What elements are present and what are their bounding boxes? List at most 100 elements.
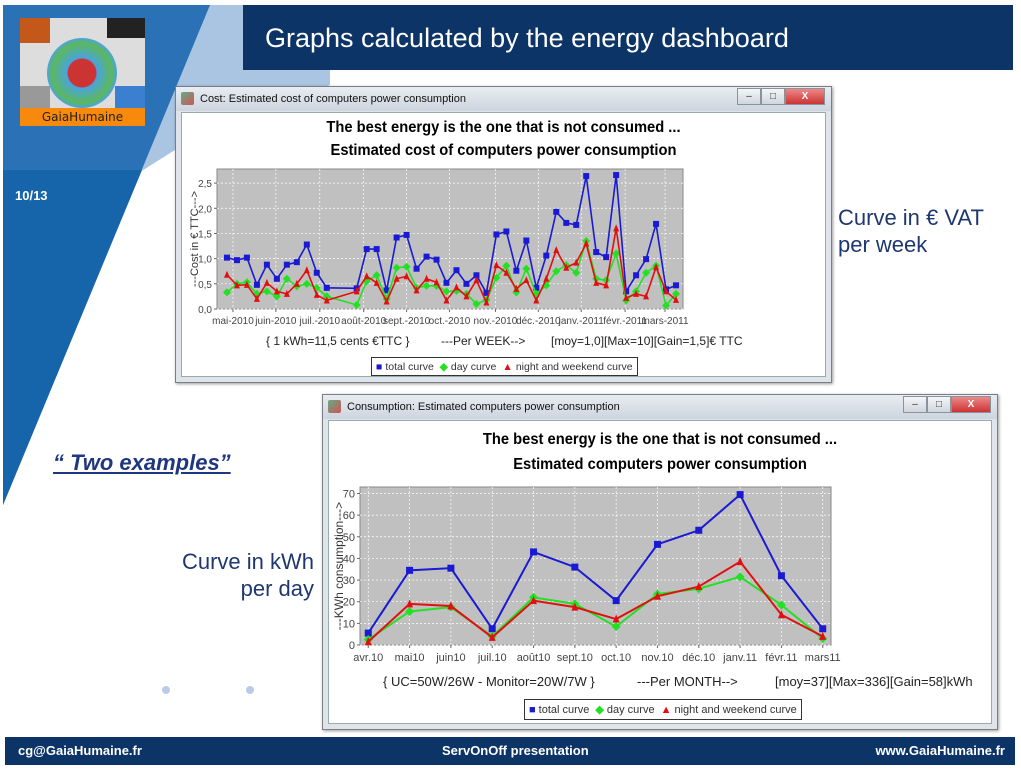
data-point-night bbox=[819, 631, 827, 640]
logo-text: GaiaHumaine bbox=[20, 108, 145, 126]
data-point-day bbox=[405, 606, 415, 616]
y-tick-label: 2,0 bbox=[198, 204, 212, 215]
data-point-day bbox=[422, 281, 431, 290]
decorative-dot bbox=[162, 686, 170, 694]
data-point-night bbox=[777, 610, 785, 619]
y-tick-label: 20 bbox=[343, 597, 355, 609]
chart-title-line-2: Estimated cost of computers power consum… bbox=[330, 142, 677, 159]
y-tick-label: 0,0 bbox=[198, 305, 212, 316]
data-point-total bbox=[483, 289, 490, 296]
chart-title-line-1: The best energy is the one that is not c… bbox=[482, 431, 838, 448]
data-point-night bbox=[695, 582, 703, 591]
data-point-night bbox=[583, 239, 590, 247]
data-point-total bbox=[323, 284, 330, 291]
data-point-day bbox=[372, 271, 381, 280]
data-point-total bbox=[403, 231, 410, 238]
data-point-total bbox=[623, 288, 630, 295]
maximize-button[interactable]: □ bbox=[761, 88, 785, 105]
data-point-night bbox=[553, 246, 560, 254]
data-point-total bbox=[573, 221, 580, 228]
maximize-button[interactable]: □ bbox=[927, 396, 951, 413]
data-point-total bbox=[633, 272, 640, 279]
data-point-day bbox=[352, 300, 361, 309]
data-point-night bbox=[383, 297, 390, 305]
data-point-night bbox=[533, 296, 540, 304]
data-point-day bbox=[442, 287, 451, 296]
data-point-total bbox=[695, 526, 703, 534]
cost-chart-window[interactable]: Cost: Estimated cost of computers power … bbox=[175, 86, 832, 383]
x-tick-label: déc.10 bbox=[682, 652, 715, 664]
data-point-day bbox=[402, 262, 411, 271]
consumption-chart: avr.10 mai10 juin10 juil.10 août10 sept.10 oct… bbox=[332, 486, 841, 664]
footer-email: cg@GaiaHumaine.fr bbox=[18, 743, 142, 758]
cost-chart: mai-2010 juin-2010 juil.-2010 août-2010sept… bbox=[189, 168, 689, 327]
data-point-total bbox=[488, 625, 496, 633]
data-point-night bbox=[503, 268, 510, 276]
x-tick-label: août-2010 bbox=[341, 316, 386, 327]
chart-title-line-1: The best energy is the one that is not c… bbox=[326, 119, 681, 136]
data-point-day bbox=[222, 288, 231, 297]
consumption-chart-window[interactable]: Consumption: Estimated computers power c… bbox=[322, 394, 998, 730]
data-point-night bbox=[623, 293, 630, 301]
data-point-night bbox=[447, 601, 455, 610]
data-point-night bbox=[353, 287, 360, 295]
data-point-total bbox=[233, 257, 240, 264]
close-button[interactable]: X bbox=[951, 396, 991, 413]
triangle-marker-icon: ▲ bbox=[502, 360, 513, 373]
data-point-total bbox=[736, 491, 744, 499]
legend-day: ◆ day curve bbox=[439, 360, 497, 373]
minimize-button[interactable]: – bbox=[903, 396, 927, 413]
data-point-total bbox=[313, 269, 320, 276]
diamond-marker-icon: ◆ bbox=[439, 360, 448, 373]
window-title-bar[interactable]: Consumption: Estimated computers power c… bbox=[323, 395, 997, 419]
square-marker-icon: ■ bbox=[376, 360, 383, 373]
x-tick-label: janv.11 bbox=[722, 652, 757, 664]
window-title-bar[interactable]: Cost: Estimated cost of computers power … bbox=[176, 87, 831, 111]
x-tick-label: mars-2011 bbox=[642, 316, 689, 327]
data-point-total bbox=[243, 254, 250, 261]
data-point-night bbox=[423, 274, 430, 282]
data-point-day bbox=[602, 276, 611, 285]
x-tick-label: mai10 bbox=[395, 652, 425, 664]
data-point-night bbox=[543, 274, 550, 282]
data-point-day bbox=[492, 273, 501, 282]
chart-legend: ■ total curve ◆ day curve ▲ night and weeke… bbox=[371, 357, 638, 376]
data-point-night bbox=[643, 292, 650, 300]
data-point-night bbox=[573, 258, 580, 266]
data-point-total bbox=[523, 237, 530, 244]
y-tick-label: 70 bbox=[343, 488, 355, 500]
data-point-night bbox=[463, 292, 470, 300]
slide-footer: cg@GaiaHumaine.fr ServOnOff presentation… bbox=[5, 737, 1015, 765]
data-point-total bbox=[613, 172, 620, 179]
data-point-total bbox=[373, 246, 380, 253]
data-point-day bbox=[542, 281, 551, 290]
data-point-night bbox=[273, 287, 280, 295]
y-tick-label: 50 bbox=[343, 532, 355, 544]
data-point-night bbox=[313, 290, 320, 298]
data-point-night bbox=[223, 270, 230, 278]
chart-footer-left: { 1 kWh=11,5 cents €TTC } bbox=[266, 334, 410, 348]
data-point-total bbox=[433, 256, 440, 263]
x-tick-label: juil.-2010 bbox=[298, 316, 340, 327]
data-point-night bbox=[233, 281, 240, 289]
data-point-total bbox=[364, 629, 372, 637]
data-point-day bbox=[472, 299, 481, 308]
y-axis-label: ---Cost in € TTC---> bbox=[189, 191, 201, 287]
legend-total: ■ total curve bbox=[529, 703, 590, 716]
y-tick-label: 2,5 bbox=[198, 179, 212, 190]
data-point-night bbox=[453, 283, 460, 291]
x-tick-label: sept.-2010 bbox=[383, 316, 431, 327]
decorative-dot bbox=[246, 686, 254, 694]
data-point-day bbox=[522, 264, 531, 273]
series-line-diamond bbox=[367, 575, 824, 641]
minimize-button[interactable]: – bbox=[737, 88, 761, 105]
legend-day: ◆ day curve bbox=[595, 704, 655, 716]
window-title: Cost: Estimated cost of computers power … bbox=[200, 93, 466, 105]
data-point-total bbox=[571, 563, 579, 571]
data-point-total bbox=[553, 208, 560, 215]
data-point-total bbox=[653, 220, 660, 227]
note-cost-curve: Curve in € VAT per week bbox=[838, 205, 984, 257]
data-point-day bbox=[572, 268, 581, 277]
x-tick-label: mars11 bbox=[805, 652, 841, 664]
close-button[interactable]: X bbox=[785, 88, 825, 105]
